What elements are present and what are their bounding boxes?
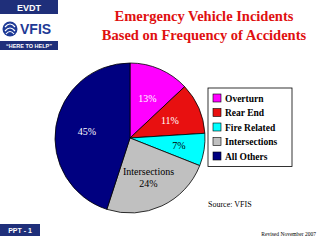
legend-swatch — [213, 109, 221, 117]
legend-swatch — [213, 138, 221, 146]
legend-entry: Overturn — [225, 94, 264, 104]
source: Source: VFIS — [208, 200, 252, 209]
legend-entry: All Others — [225, 152, 268, 162]
pie-slice — [55, 63, 130, 209]
pie-labels: 13% 11% 7% Intersections24% 45% — [78, 93, 186, 190]
legend-swatch — [213, 123, 221, 131]
page-box — [0, 224, 40, 236]
legend-entry: Fire Related — [225, 123, 276, 133]
legend: Overturn Rear End Fire Related Intersection… — [208, 88, 292, 167]
legend-entry: Intersections — [225, 137, 278, 147]
slide: EVDT VFIS “HERE TO HELP” Emergency Vehicle … — [0, 0, 320, 240]
data-label: 7% — [172, 140, 185, 151]
title-line: Based on Frequency of Accidents — [102, 27, 307, 43]
title-line: Emergency Vehicle Incidents — [115, 8, 294, 24]
data-label: 11% — [161, 115, 179, 126]
tagline-box — [0, 41, 58, 50]
logo-swirl — [5, 24, 15, 34]
logo: VFIS — [3, 21, 52, 37]
data-label: 13% — [138, 93, 156, 104]
badge-box — [0, 0, 58, 14]
data-label: 24% — [139, 178, 157, 189]
legend-box — [208, 88, 292, 167]
logo-icon — [3, 22, 18, 37]
logo-text: VFIS — [20, 21, 51, 37]
badge: EVDT — [17, 3, 42, 13]
pie-slice — [130, 87, 205, 138]
data-label: 45% — [78, 126, 96, 137]
legend-swatch — [213, 94, 221, 102]
legend-entry: Rear End — [225, 108, 265, 118]
page-number: PPT - 1 — [8, 227, 32, 234]
legend-swatch — [213, 152, 221, 160]
annotation: Intersections — [123, 166, 174, 177]
pie — [55, 63, 205, 213]
title: Emergency Vehicle Incidents Based on Freq… — [102, 8, 307, 43]
tagline: “HERE TO HELP” — [6, 43, 52, 49]
revised: Revised November 2007 — [261, 231, 316, 237]
